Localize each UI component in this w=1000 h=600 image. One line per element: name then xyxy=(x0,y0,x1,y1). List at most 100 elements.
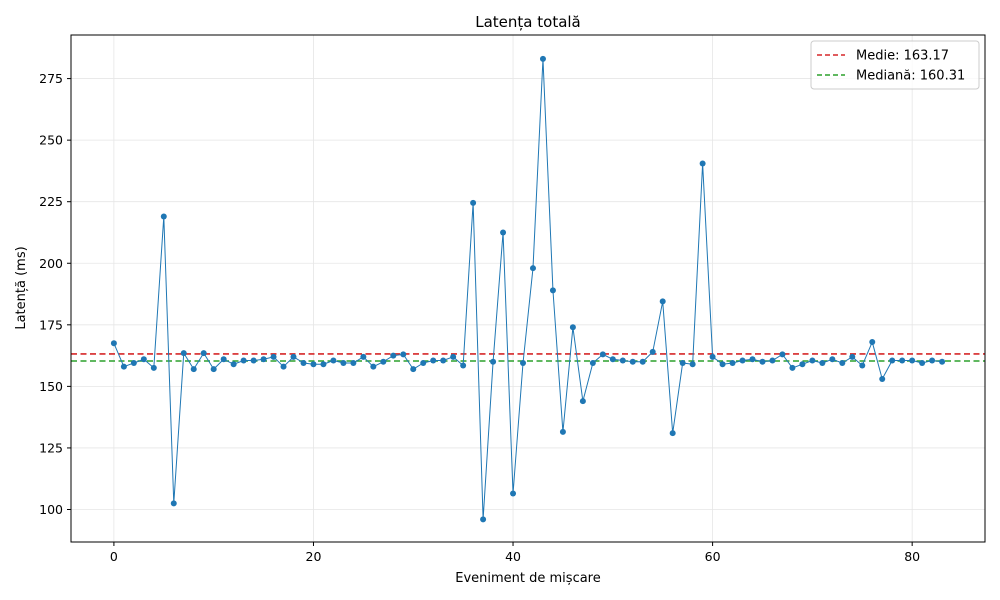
y-tick-label: 175 xyxy=(39,317,63,332)
data-point xyxy=(629,358,636,365)
data-point xyxy=(480,516,487,523)
data-point xyxy=(320,361,327,368)
y-tick-label: 275 xyxy=(39,71,63,86)
x-tick-label: 60 xyxy=(705,549,721,564)
data-point xyxy=(340,359,347,366)
chart-title: Latența totală xyxy=(475,13,581,31)
data-point xyxy=(599,351,606,358)
data-point xyxy=(579,398,586,405)
data-point xyxy=(140,356,147,363)
data-point xyxy=(350,359,357,366)
series-latency xyxy=(110,55,946,523)
data-point xyxy=(879,375,886,382)
data-point xyxy=(160,213,167,220)
data-point xyxy=(739,357,746,364)
data-point xyxy=(280,363,287,370)
data-point xyxy=(170,500,177,507)
data-point xyxy=(549,287,556,294)
data-point xyxy=(659,298,666,305)
data-point xyxy=(769,357,776,364)
data-point xyxy=(619,357,626,364)
data-point xyxy=(649,348,656,355)
data-point xyxy=(380,358,387,365)
data-point xyxy=(749,356,756,363)
data-point xyxy=(669,430,676,437)
data-point xyxy=(569,324,576,331)
data-point xyxy=(250,357,257,364)
data-point xyxy=(110,340,117,347)
data-point xyxy=(180,350,187,357)
data-point xyxy=(400,351,407,358)
legend-median-label: Mediană: 160.31 xyxy=(856,69,965,84)
data-point xyxy=(849,353,856,360)
data-point xyxy=(500,229,507,236)
data-point xyxy=(709,353,716,360)
plot-frame xyxy=(70,34,986,543)
data-point xyxy=(639,358,646,365)
x-tick-label: 80 xyxy=(904,549,920,564)
data-point xyxy=(679,359,686,366)
data-point xyxy=(510,490,517,497)
data-point xyxy=(360,353,367,360)
data-point xyxy=(929,357,936,364)
data-point xyxy=(130,359,137,366)
data-point xyxy=(609,356,616,363)
data-point xyxy=(819,359,826,366)
legend-mean-label: Medie: 163.17 xyxy=(856,49,949,64)
data-point xyxy=(799,361,806,368)
y-tick-label: 225 xyxy=(39,194,63,209)
data-point xyxy=(729,359,736,366)
data-point xyxy=(330,357,337,364)
data-point xyxy=(520,359,527,366)
y-axis: 100 125 150 175 200 225 250 275 xyxy=(39,71,71,517)
y-tick-label: 200 xyxy=(39,256,63,271)
data-point xyxy=(470,199,477,206)
data-point xyxy=(390,352,397,359)
y-axis-label: Latență (ms) xyxy=(14,246,29,329)
data-point xyxy=(529,265,536,272)
data-point xyxy=(300,359,307,366)
data-point xyxy=(200,350,207,357)
data-point xyxy=(450,353,457,360)
data-point xyxy=(490,358,497,365)
data-point xyxy=(230,361,237,368)
data-point xyxy=(779,351,786,358)
data-point xyxy=(120,363,127,370)
data-point xyxy=(410,366,417,373)
legend-box xyxy=(810,40,980,90)
data-point xyxy=(829,356,836,363)
data-point xyxy=(939,358,946,365)
y-tick-label: 150 xyxy=(39,379,63,394)
data-point xyxy=(559,428,566,435)
data-point xyxy=(270,353,277,360)
data-point xyxy=(699,160,706,167)
data-point xyxy=(260,356,267,363)
data-point xyxy=(589,359,596,366)
data-point xyxy=(719,361,726,368)
y-tick-label: 100 xyxy=(39,502,63,517)
data-point xyxy=(240,357,247,364)
x-tick-label: 0 xyxy=(110,549,118,564)
data-point xyxy=(919,359,926,366)
data-point xyxy=(889,357,896,364)
data-point xyxy=(759,358,766,365)
data-point xyxy=(290,353,297,360)
data-point xyxy=(859,362,866,369)
data-point xyxy=(909,357,916,364)
data-point xyxy=(220,356,227,363)
x-axis-label: Eveniment de mișcare xyxy=(455,571,601,586)
data-point xyxy=(539,55,546,62)
data-point xyxy=(809,357,816,364)
x-axis: 0 20 40 60 80 xyxy=(110,542,920,564)
data-point xyxy=(839,359,846,366)
data-point xyxy=(420,359,427,366)
data-point xyxy=(899,357,906,364)
y-tick-label: 125 xyxy=(39,440,63,455)
data-point xyxy=(210,366,217,373)
data-point xyxy=(430,357,437,364)
data-point xyxy=(689,361,696,368)
x-tick-label: 20 xyxy=(306,549,322,564)
data-point xyxy=(869,339,876,346)
